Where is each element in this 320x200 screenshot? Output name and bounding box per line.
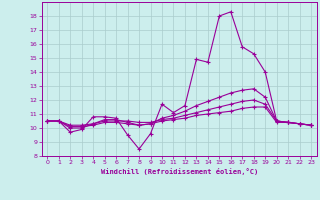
X-axis label: Windchill (Refroidissement éolien,°C): Windchill (Refroidissement éolien,°C) <box>100 168 258 175</box>
